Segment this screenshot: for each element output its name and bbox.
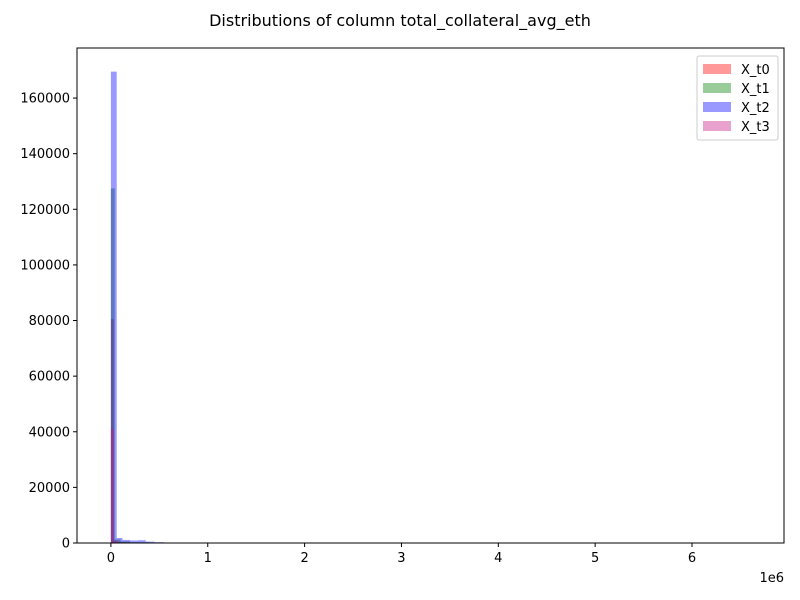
bar-X_t0-1	[113, 540, 117, 543]
bar-X_t2-5	[145, 541, 155, 543]
bar-X_t0-0	[110, 319, 114, 543]
y-tick-label-2: 40000	[29, 425, 70, 440]
x-axis: 0 1 2 3 4 5 6	[107, 543, 696, 566]
bar-X_t0-2	[116, 541, 121, 543]
y-tick-label-6: 120000	[20, 203, 70, 218]
x-tick-label-3: 3	[397, 551, 405, 566]
bar-X_t3-0	[110, 428, 114, 543]
x-tick-label-0: 0	[107, 551, 115, 566]
x-tick-label-4: 4	[494, 551, 502, 566]
y-axis: 0 20000 40000 60000 80000 100000 120000 140000 1…	[20, 92, 77, 552]
y-tick-label-8: 160000	[20, 92, 70, 107]
legend-label-X_t3: X_t3	[741, 120, 770, 135]
legend-label-X_t0: X_t0	[741, 63, 770, 78]
y-tick-label-7: 140000	[20, 147, 70, 162]
y-tick-label-0: 0	[62, 537, 70, 552]
bar-X_t1-1	[114, 539, 121, 543]
legend-label-X_t2: X_t2	[741, 101, 770, 116]
legend-swatch-X_t0	[703, 64, 731, 74]
x-tick-label-1: 1	[204, 551, 212, 566]
x-axis-offset-text: 1e6	[759, 571, 784, 586]
legend-swatch-X_t2	[703, 102, 731, 112]
legend-label-X_t1: X_t1	[741, 82, 770, 97]
y-tick-label-5: 100000	[20, 258, 70, 273]
bar-X_t3-1	[113, 541, 119, 543]
bar-X_t2-4	[138, 540, 146, 543]
legend-swatch-X_t1	[703, 83, 731, 93]
bar-X_t2-3	[130, 540, 139, 543]
bar-X_t1-2	[120, 541, 131, 543]
bars-layer	[110, 71, 165, 544]
bar-X_t2-2	[122, 539, 131, 543]
x-tick-label-5: 5	[591, 551, 599, 566]
bar-X_t1-0	[110, 188, 115, 543]
y-tick-label-3: 60000	[29, 370, 70, 385]
legend-box	[696, 55, 779, 141]
plot-frame	[76, 47, 785, 544]
legend: X_t0 X_t1 X_t2 X_t3	[696, 55, 779, 141]
y-tick-label-4: 80000	[29, 314, 70, 329]
bar-X_t2-0	[110, 71, 117, 544]
chart-title: Distributions of column total_collateral…	[209, 11, 591, 31]
legend-swatch-X_t3	[703, 121, 731, 131]
x-tick-label-6: 6	[688, 551, 696, 566]
y-tick-label-1: 20000	[29, 481, 70, 496]
x-tick-label-2: 2	[300, 551, 308, 566]
bar-X_t2-1	[116, 537, 123, 543]
